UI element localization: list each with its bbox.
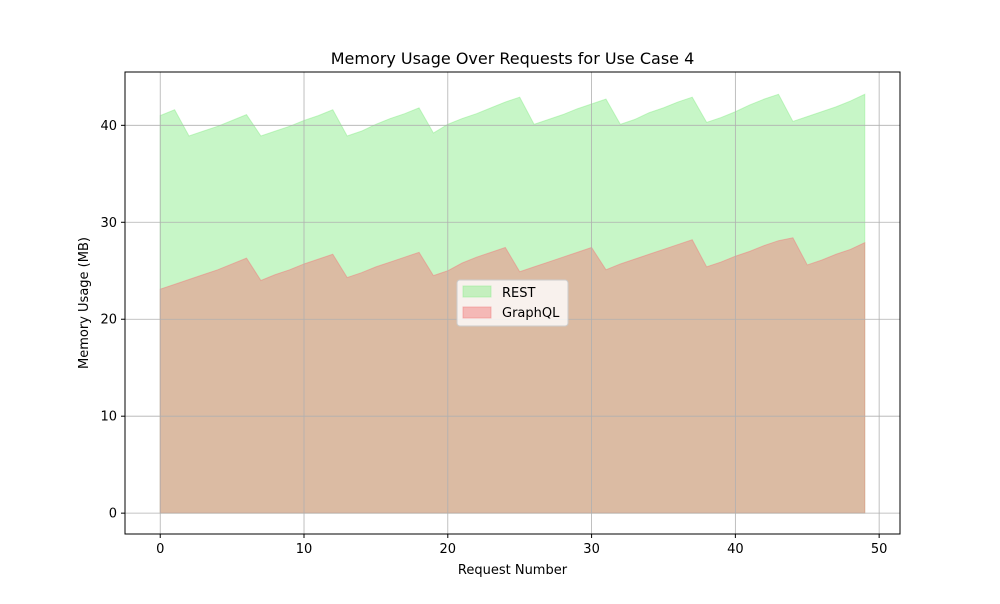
legend-label-rest: REST xyxy=(502,286,535,301)
x-tick-label: 30 xyxy=(583,542,600,557)
area-graphql xyxy=(159,237,866,514)
legend-swatch-graphql xyxy=(462,306,492,319)
x-tick-label: 40 xyxy=(727,542,744,557)
y-tick-label: 10 xyxy=(100,410,117,425)
legend: REST GraphQL xyxy=(456,279,569,327)
x-axis-label: Request Number xyxy=(458,563,568,578)
x-tick-label: 10 xyxy=(296,542,313,557)
legend-swatch-rest xyxy=(462,285,492,298)
y-tick-label: 20 xyxy=(100,313,117,328)
grid-layer xyxy=(125,72,900,534)
chart-title: Memory Usage Over Requests for Use Case … xyxy=(331,49,695,68)
legend-label-graphql: GraphQL xyxy=(502,306,560,321)
x-tick-label: 0 xyxy=(156,542,164,557)
x-tick-label: 50 xyxy=(871,542,888,557)
y-axis-label: Memory Usage (MB) xyxy=(77,237,92,369)
x-tick-label: 20 xyxy=(440,542,457,557)
ticks-layer: 0 10 20 30 40 50 0 10 20 30 40 xyxy=(100,119,887,557)
y-tick-label: 0 xyxy=(109,507,117,522)
y-tick-label: 30 xyxy=(100,216,117,231)
y-tick-label: 40 xyxy=(100,119,117,134)
plot-frame xyxy=(124,71,901,535)
